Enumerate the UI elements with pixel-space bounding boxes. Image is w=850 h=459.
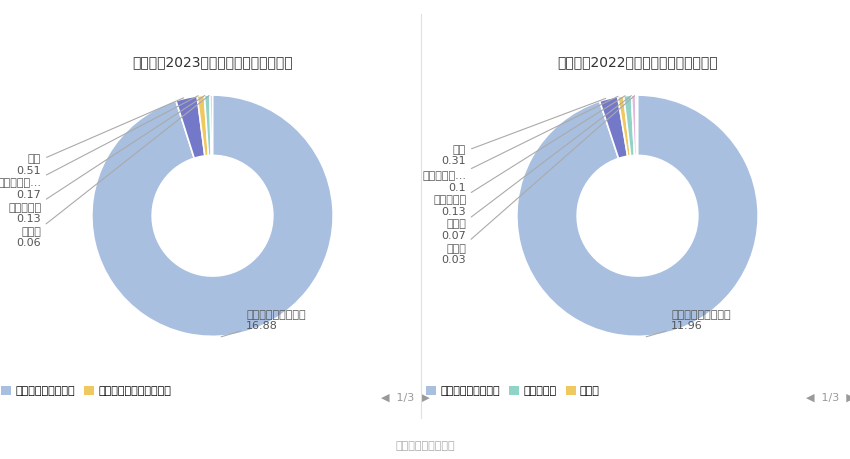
Wedge shape — [624, 95, 634, 156]
Text: 不锈钢器皿
0.13: 不锈钢器皿 0.13 — [433, 96, 625, 217]
Text: 其他
0.31: 其他 0.31 — [441, 98, 606, 166]
Text: 不锈钢真空保温器皿
11.96: 不锈钢真空保温器皿 11.96 — [646, 310, 731, 337]
Title: 嘉益股份2023年营业收入构成（亿元）: 嘉益股份2023年营业收入构成（亿元） — [133, 55, 292, 69]
Wedge shape — [92, 95, 333, 336]
Wedge shape — [176, 96, 205, 158]
Text: 不锈钢器皿
0.13: 不锈钢器皿 0.13 — [8, 95, 205, 224]
Text: 不锈钢真空保温器皿
16.88: 不锈钢真空保温器皿 16.88 — [221, 310, 306, 337]
Wedge shape — [210, 95, 212, 156]
Text: ◀  1/3  ▶: ◀ 1/3 ▶ — [381, 392, 429, 403]
Text: 不锈钢真空...
0.1: 不锈钢真空... 0.1 — [422, 96, 618, 193]
Legend: 不锈钢真空保温器皿, 不锈钢器皿, 不锈钢: 不锈钢真空保温器皿, 不锈钢器皿, 不锈钢 — [426, 386, 600, 396]
Wedge shape — [599, 97, 627, 158]
Legend: 不锈钢真空保温器皿, 不锈钢真空保温器皿配件: 不锈钢真空保温器皿, 不锈钢真空保温器皿配件 — [1, 386, 172, 396]
Text: 不锈钢真空...
0.17: 不锈钢真空... 0.17 — [0, 96, 198, 200]
Wedge shape — [517, 95, 758, 336]
Wedge shape — [204, 95, 211, 156]
Wedge shape — [632, 95, 637, 156]
Title: 嘉益股份2022年营业收入构成（亿元）: 嘉益股份2022年营业收入构成（亿元） — [558, 55, 717, 69]
Text: 塑料杯
0.06: 塑料杯 0.06 — [16, 95, 209, 248]
Text: 塑料杯
0.07: 塑料杯 0.07 — [441, 95, 632, 241]
Text: 玻璃杯
0.03: 玻璃杯 0.03 — [441, 96, 634, 265]
Wedge shape — [197, 95, 208, 156]
Text: 数据来源：恒生聚源: 数据来源：恒生聚源 — [395, 441, 455, 451]
Wedge shape — [618, 96, 631, 156]
Wedge shape — [636, 95, 638, 156]
Text: 其他
0.51: 其他 0.51 — [16, 98, 184, 176]
Text: ◀  1/3  ▶: ◀ 1/3 ▶ — [806, 392, 850, 403]
